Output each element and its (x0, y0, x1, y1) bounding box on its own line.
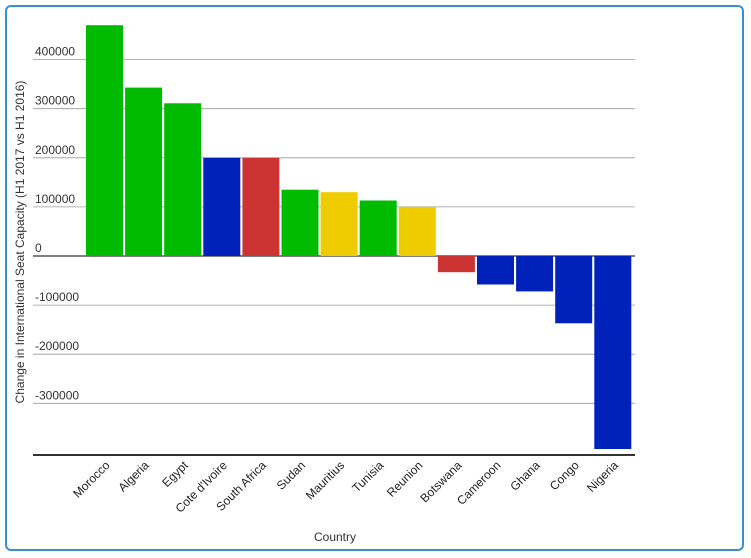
bar-botswana (437, 256, 475, 273)
bar-tunisia (359, 200, 397, 256)
y-tick-label: -200000 (35, 339, 79, 353)
x-tick-label: Morocco (70, 458, 113, 501)
bar-reunion (398, 206, 436, 256)
bar-sudan (281, 189, 319, 256)
bar-mauritius (320, 192, 358, 256)
bar-egypt (164, 103, 202, 256)
bar-ghana (516, 256, 554, 292)
bar-morocco (86, 25, 123, 257)
x-tick-label: Sudan (274, 458, 308, 492)
y-tick-label: 300000 (35, 94, 75, 108)
x-tick-label: Mauritius (303, 458, 347, 502)
x-axis-title: Country (314, 530, 356, 544)
bar-cameroon (477, 256, 514, 285)
x-tick-label: Ghana (507, 458, 543, 494)
bar-nigeria (594, 256, 632, 449)
y-tick-label: -300000 (35, 388, 79, 402)
bar-cote-d-ivoire (203, 157, 241, 256)
bars (86, 25, 632, 449)
bar-south-africa (242, 157, 280, 256)
x-tick-label: Congo (547, 458, 582, 493)
y-tick-label: -100000 (35, 290, 79, 304)
bar-algeria (125, 87, 163, 256)
x-tick-label: Tunisia (349, 458, 386, 495)
y-tick-label: 200000 (35, 143, 75, 157)
y-tick-label: 400000 (35, 45, 75, 59)
y-tick-labels: 400000 300000 200000 100000 0 -100000 -200000 -… (35, 45, 79, 403)
x-tick-label: Algeria (115, 458, 152, 495)
y-tick-label: 0 (35, 241, 42, 255)
x-tick-label: Nigeria (584, 458, 621, 495)
y-tick-label: 100000 (35, 192, 75, 206)
y-axis-title: Change in International Seat Capacity (H… (13, 81, 27, 404)
x-tick-label: Egypt (159, 458, 191, 490)
bar-congo (555, 256, 593, 324)
